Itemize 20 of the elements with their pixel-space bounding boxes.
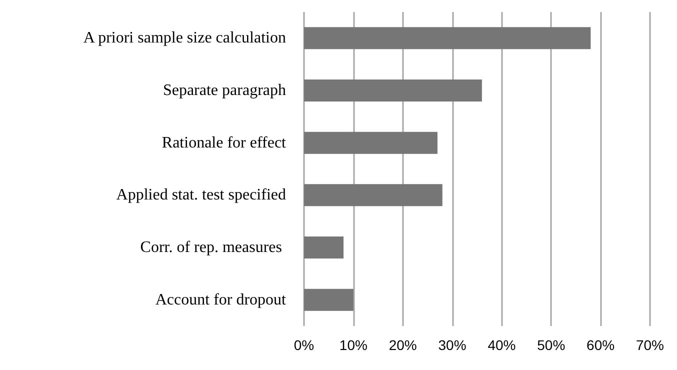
y-tick-label: Corr. of rep. measures bbox=[140, 239, 286, 256]
x-tick-label: 0% bbox=[294, 337, 314, 353]
bar bbox=[304, 80, 482, 102]
x-tick-label: 50% bbox=[537, 337, 566, 353]
x-tick-label: 20% bbox=[388, 337, 417, 353]
bar bbox=[304, 27, 591, 50]
y-tick-label: Separate paragraph bbox=[162, 82, 286, 99]
y-tick-label: Rationale for effect bbox=[162, 134, 287, 152]
x-tick-label: 60% bbox=[586, 337, 615, 353]
y-tick-label: Account for dropout bbox=[155, 291, 287, 308]
x-tick-label: 30% bbox=[438, 337, 466, 353]
x-tick-label: 10% bbox=[339, 337, 368, 353]
bar bbox=[304, 132, 438, 154]
x-tick-label: 70% bbox=[636, 337, 664, 353]
x-tick-label: 40% bbox=[488, 337, 516, 353]
y-tick-label: A priori sample size calculation bbox=[83, 30, 286, 47]
bar bbox=[304, 288, 354, 311]
bar bbox=[304, 184, 442, 206]
y-tick-label: Applied stat. test specified bbox=[116, 186, 286, 204]
bar bbox=[304, 236, 344, 258]
